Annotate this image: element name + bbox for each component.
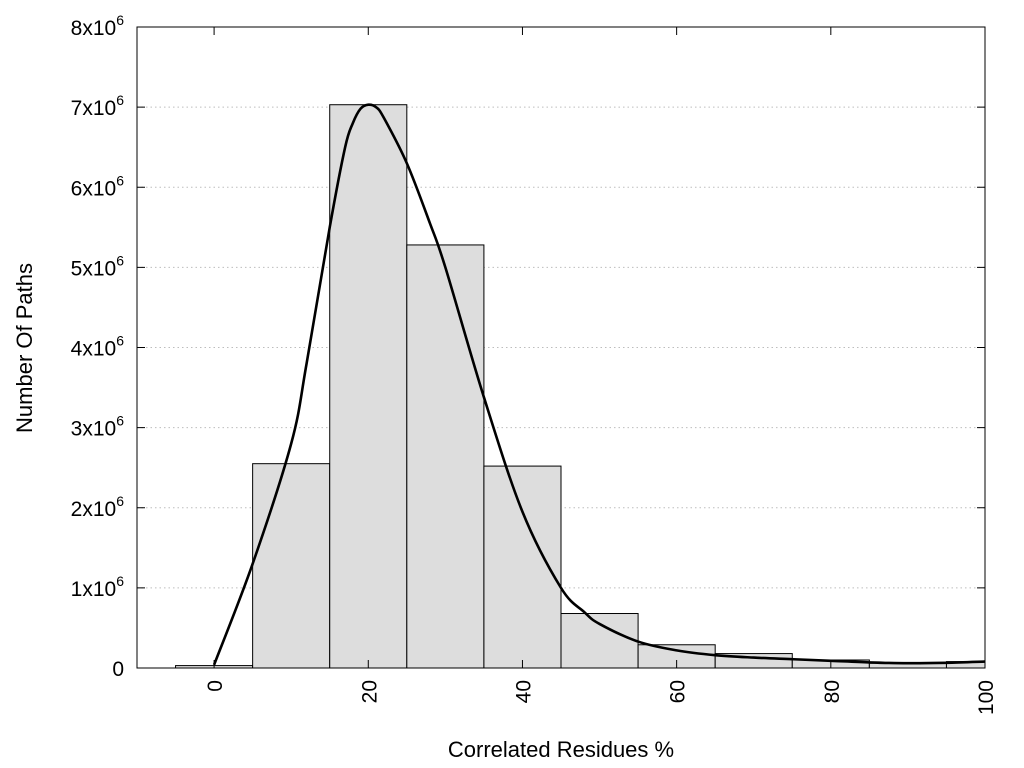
y-tick-base: 5x10 (71, 257, 117, 280)
y-tick-label: 7x106 (71, 92, 125, 120)
x-tick-label: 100 (975, 680, 998, 715)
y-tick-label: 0 (112, 658, 124, 681)
histogram-bars (175, 104, 986, 669)
y-tick-label: 4x106 (71, 333, 125, 361)
y-tick-label: 5x106 (71, 252, 125, 280)
y-tick-exponent: 6 (116, 172, 124, 188)
y-tick-base: 6x10 (71, 177, 117, 200)
x-tick-label: 80 (821, 680, 844, 703)
y-tick-base: 4x10 (71, 338, 117, 361)
y-axis-ticks: 01x1062x1063x1064x1065x1066x1067x1068x10… (71, 12, 985, 681)
y-tick-label: 8x106 (71, 12, 125, 40)
y-tick-base: 8x10 (71, 17, 117, 40)
y-tick-label: 3x106 (71, 413, 125, 441)
x-tick-label: 40 (512, 680, 535, 703)
y-tick-label: 6x106 (71, 172, 125, 200)
x-tick-label: 60 (667, 680, 690, 703)
y-tick-base: 7x10 (71, 97, 117, 120)
y-tick-exponent: 6 (116, 92, 124, 108)
y-tick-label: 1x106 (71, 573, 125, 601)
fit-curve (212, 103, 986, 666)
y-tick-base: 0 (112, 658, 124, 681)
x-tick-label: 20 (358, 680, 381, 703)
x-axis-title: Correlated Residues % (448, 737, 674, 762)
y-tick-exponent: 6 (116, 252, 124, 268)
y-tick-exponent: 6 (116, 493, 124, 509)
y-tick-base: 1x10 (71, 578, 117, 601)
x-axis-ticks: 0 20 40 60 80 100 (204, 27, 998, 715)
y-axis-title: Number Of Paths (12, 263, 37, 433)
y-tick-exponent: 6 (116, 333, 124, 349)
y-tick-base: 3x10 (71, 418, 117, 441)
y-tick-exponent: 6 (116, 573, 124, 589)
x-tick-label: 0 (204, 680, 227, 692)
y-tick-exponent: 6 (116, 12, 124, 28)
y-tick-base: 2x10 (71, 498, 117, 521)
histogram-bar (406, 244, 485, 669)
histogram-bar (329, 104, 408, 669)
y-tick-exponent: 6 (116, 413, 124, 429)
histogram-bar (252, 463, 331, 669)
histogram-bar (560, 613, 639, 669)
y-tick-label: 2x106 (71, 493, 125, 521)
